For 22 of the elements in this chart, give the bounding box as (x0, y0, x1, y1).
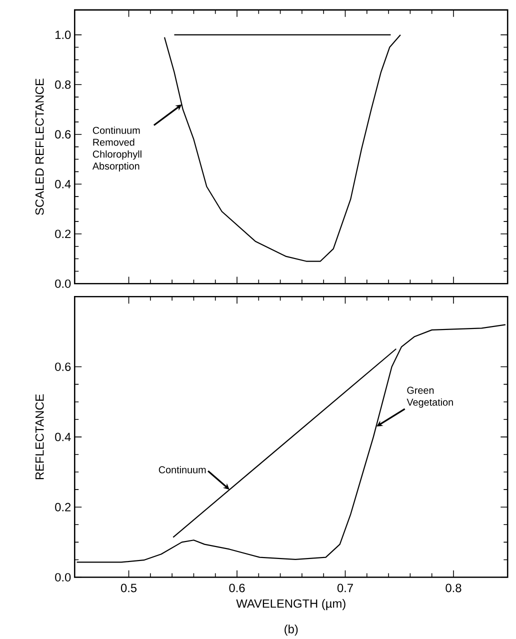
y-tick-label: 0.0 (55, 573, 71, 582)
y-tick-label: 1.0 (56, 30, 71, 40)
line-series (164, 34, 402, 262)
y-tick-label: 0.8 (55, 80, 71, 89)
y-tick-label: 0.0 (55, 279, 71, 288)
annotation: Continuum Removed Chlorophyll Absorption (92, 126, 142, 172)
y-axis-title: SCALED REFLECTANCE (36, 78, 44, 215)
x-tick-label: 0.7 (338, 584, 354, 592)
text: (b) (284, 624, 298, 636)
y-tick-label: 0.2 (55, 230, 71, 238)
annotation: Continuum (159, 466, 206, 474)
y-tick-label: 0.2 (55, 502, 71, 512)
x-axis-title: WAVELENGTH (µm) (236, 599, 346, 610)
y-tick-label: 0.6 (55, 362, 71, 371)
x-tick-label: 0.6 (229, 584, 245, 592)
y-tick-label: 0.4 (55, 180, 71, 188)
annotation: Green Vegetation (406, 386, 454, 408)
y-tick-label: 0.6 (55, 130, 71, 139)
y-axis-title: REFLECTANCE (36, 394, 44, 480)
x-tick-label: 0.8 (446, 584, 462, 592)
y-tick-label: 0.4 (55, 432, 71, 442)
x-tick-label: 0.5 (121, 584, 137, 592)
